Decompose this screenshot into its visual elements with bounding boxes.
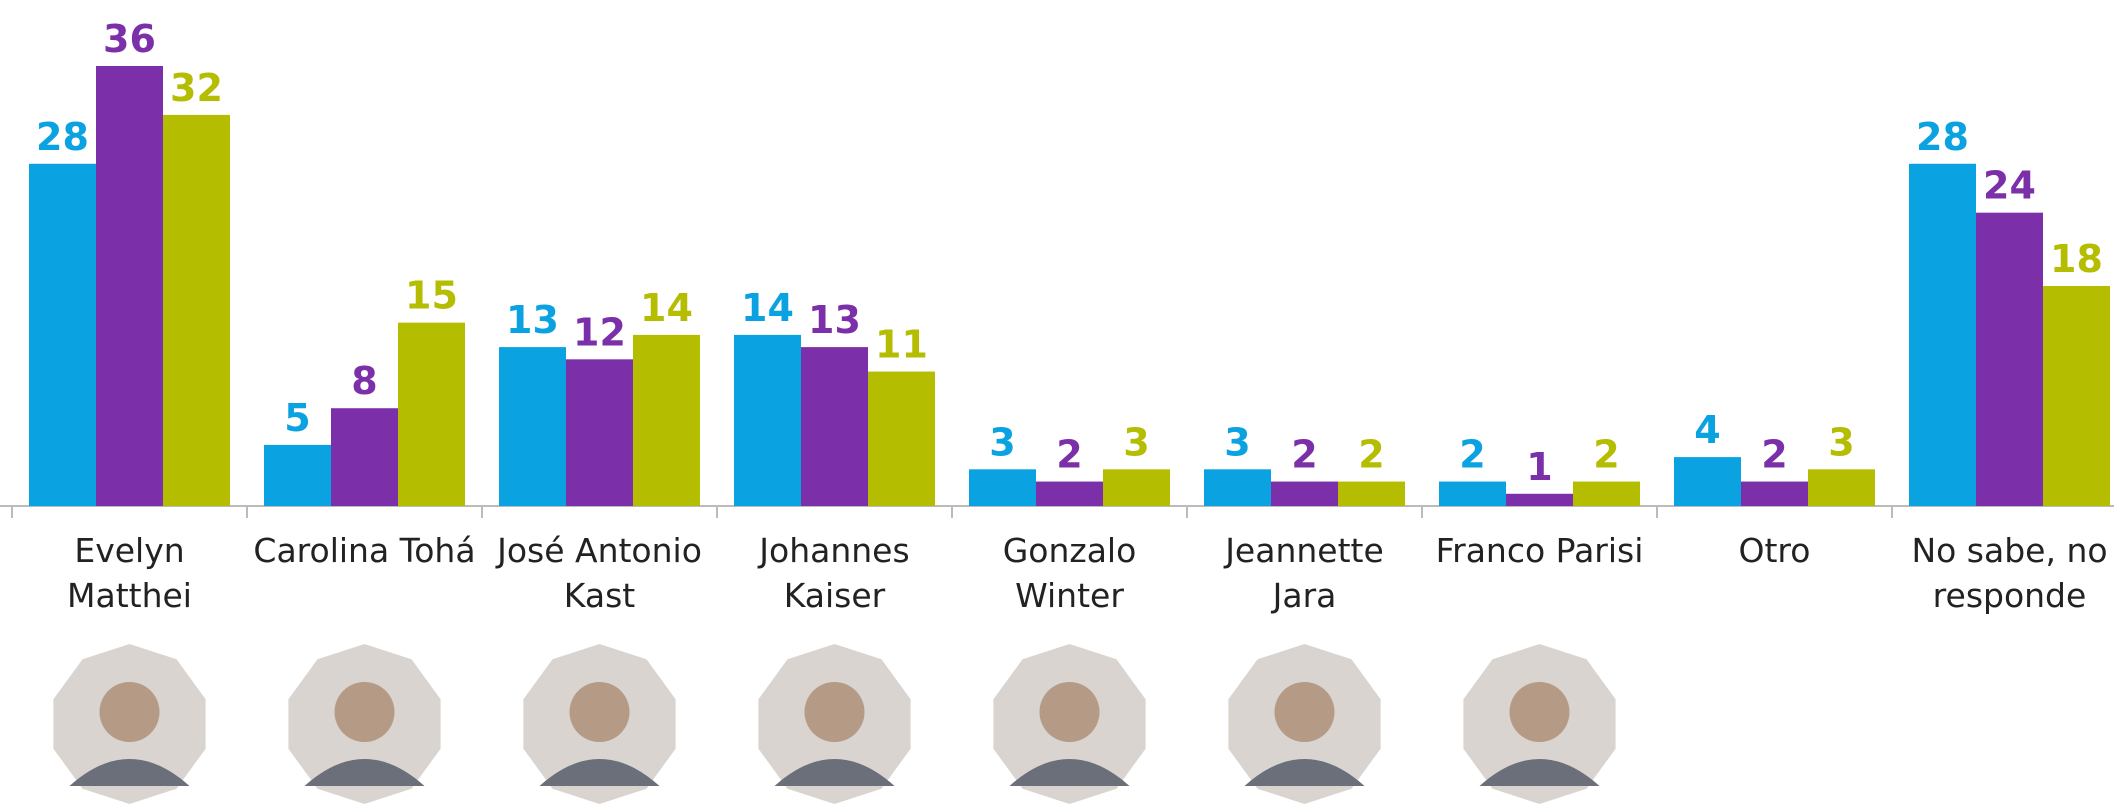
photo-head [99,682,160,742]
photo-shoulders [1244,759,1365,786]
photo-shoulders [1009,759,1130,786]
photo-head [569,682,630,742]
value-label: 2 [1358,433,1384,477]
photo-shoulders [69,759,190,786]
value-label: 2 [1593,433,1619,477]
value-label: 2 [1291,433,1317,477]
bar [633,334,700,506]
bar [29,163,96,506]
value-label: 24 [1983,164,2036,208]
x-tick-label: Otro [1738,531,1811,570]
bar [1271,481,1338,506]
bar [868,371,935,506]
value-label: 28 [1916,115,1969,159]
bar [1573,481,1640,506]
photo-shoulders [774,759,895,786]
value-label: 32 [170,66,223,110]
bar [1506,493,1573,506]
bar [398,322,465,506]
bar [734,334,801,506]
bar [801,347,868,506]
bar [1741,481,1808,506]
value-label: 18 [2050,237,2103,281]
bar [2043,286,2110,506]
value-label: 3 [1828,420,1854,464]
bar [1103,469,1170,506]
x-tick-label: Franco Parisi [1435,531,1644,570]
value-label: 5 [284,396,310,440]
bar [566,359,633,506]
x-tick-label: Johannes Kaiser [759,531,910,615]
value-label: 13 [808,298,861,342]
value-label: 3 [989,420,1015,464]
bar [1439,481,1506,506]
x-tick-label: Gonzalo Winter [1002,531,1137,615]
value-label: 14 [640,286,693,330]
bar [499,347,566,506]
value-label: 2 [1459,433,1485,477]
value-label: 28 [36,115,89,159]
value-label: 36 [103,17,156,61]
x-tick-label: Evelyn Matthei [67,531,192,615]
photo-shoulders [1479,759,1600,786]
photo-shoulders [304,759,425,786]
bar [264,444,331,506]
value-label: 2 [1056,433,1082,477]
bar [1036,481,1103,506]
value-label: 15 [405,274,458,318]
x-tick-label: Jeannette Jara [1225,531,1384,615]
bar [1976,212,2043,506]
x-tick-label: Carolina Tohá [253,531,476,570]
value-label: 3 [1224,420,1250,464]
photo-head [804,682,865,742]
bar [1909,163,1976,506]
bar [331,408,398,506]
value-label: 2 [1761,433,1787,477]
photo-head [1509,682,1570,742]
value-label: 1 [1526,445,1552,489]
x-tick-label: No sabe, no responde [1911,531,2108,615]
photo-head [1274,682,1335,742]
bar [1204,469,1271,506]
bar [969,469,1036,506]
value-label: 3 [1123,420,1149,464]
value-label: 11 [875,323,928,367]
bar [96,66,163,506]
value-label: 4 [1694,408,1720,452]
bar [1338,481,1405,506]
bar [163,114,230,506]
bar [1674,457,1741,506]
bar [1808,469,1875,506]
value-label: 13 [506,298,559,342]
value-label: 14 [741,286,794,330]
value-label: 8 [351,359,377,403]
x-tick-label: José Antonio Kast [497,531,702,615]
photo-head [1039,682,1100,742]
photo-head [334,682,395,742]
value-label: 12 [573,310,626,354]
photo-shoulders [539,759,660,786]
